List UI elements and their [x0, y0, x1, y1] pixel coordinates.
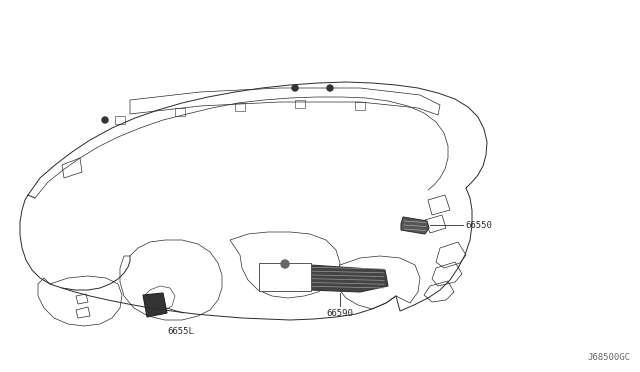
Polygon shape: [295, 264, 388, 292]
Polygon shape: [401, 217, 429, 234]
Text: 66590: 66590: [326, 309, 353, 318]
Circle shape: [327, 85, 333, 91]
Text: <25910>: <25910>: [270, 280, 300, 286]
Text: 6655L: 6655L: [167, 327, 194, 336]
Circle shape: [102, 117, 108, 123]
Circle shape: [281, 260, 289, 268]
Text: J68500GC: J68500GC: [587, 353, 630, 362]
Text: SEC.251: SEC.251: [270, 272, 300, 278]
Circle shape: [292, 85, 298, 91]
Text: 66550: 66550: [465, 221, 492, 230]
FancyBboxPatch shape: [259, 263, 311, 291]
Polygon shape: [143, 293, 167, 317]
